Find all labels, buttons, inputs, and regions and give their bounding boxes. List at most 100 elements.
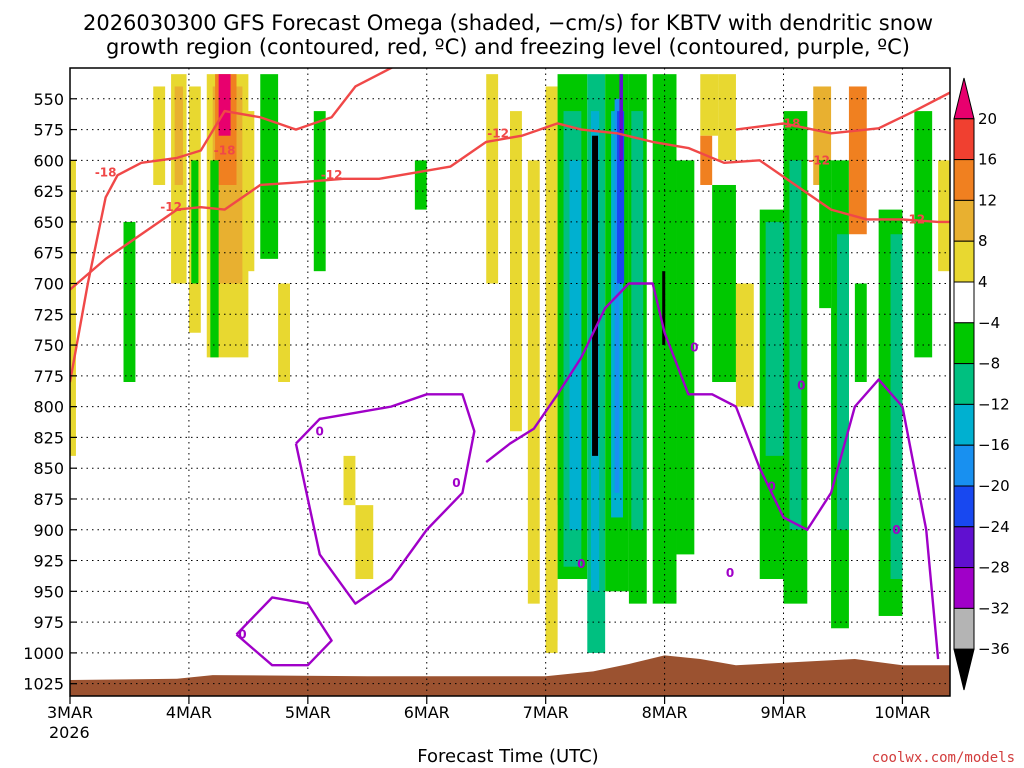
colorbar-label: −32 [978,599,1010,617]
omega-shade-cell [837,234,849,530]
omega-shade-cell [712,184,736,382]
omega-shade-cell [592,135,599,456]
y-tick-label: 550 [33,90,64,109]
y-tick-label: 1000 [23,644,64,663]
omega-shade-cell [700,135,713,185]
y-tick-label: 650 [33,213,64,232]
colorbar-label: −28 [978,559,1010,577]
colorbar-label: −24 [978,518,1010,536]
omega-shade-cell [260,74,279,259]
omega-shade-cell [819,160,832,309]
y-tick-label: 1025 [23,675,64,694]
colorbar-segment [953,526,975,569]
chart-title-line-2: growth region (contoured, red, ºC) and f… [106,35,910,59]
omega-shade-cell [854,283,867,382]
y-tick-label: 950 [33,582,64,601]
contour-label: 0 [452,476,460,490]
contour-lines: -18 -12 -18 -12 -12 -18 -12 -12 0 0 0 0 0 0 0 0 0 [70,68,950,667]
contour-label: -12 [487,126,509,140]
chart-title-line-1: 2026030300 GFS Forecast Omega (shaded, −… [83,11,933,35]
omega-shade-cell [938,160,950,272]
omega-shade-cell [510,111,522,432]
grid-lines [69,68,950,696]
omega-shade-cell [662,271,666,346]
colorbar-label: 4 [978,273,988,291]
x-tick-label: 8MAR [642,703,688,722]
x-tick-label: 10MAR [874,703,930,722]
contour-label: 0 [577,557,585,571]
contour-line-2 [735,91,950,135]
colorbar-segment [953,159,975,201]
contour-label: 0 [726,566,734,580]
omega-shade-cell [486,74,499,284]
y-tick-label: 700 [33,274,64,293]
y-tick-label: 975 [33,613,64,632]
contour-label: 0 [797,379,805,393]
omega-shade-cell [313,111,326,272]
omega-shade-cell [545,505,558,653]
omega-shade-cell [735,283,754,407]
omega-shade-cell [414,160,427,210]
x-tick-label: 6MAR [404,703,450,722]
omega-shade-cell [569,160,582,530]
colorbar: 20 16 12 8 4 −4 −8 −12 −16 −20 −24 −28 −32 −36 [953,77,1010,691]
y-tick-label: 625 [33,182,64,201]
y-tick-label: 775 [33,367,64,386]
contour-label: -18 [95,166,117,180]
y-tick-label: 750 [33,336,64,355]
contour-label: -12 [321,168,343,182]
contour-label: -12 [160,200,182,214]
omega-shade-cell [278,283,290,382]
y-axis: 550 575 600 625 650 675 700 725 750 775 800 825 850 8… [23,90,77,694]
y-tick-label: 825 [33,428,64,447]
colorbar-label: −20 [978,477,1010,495]
omega-shade-cell [718,74,736,161]
colorbar-label: −36 [978,640,1010,658]
x-axis: 3MAR 4MAR 5MAR 6MAR 7MAR 8MAR 9MAR 10MAR [47,696,931,722]
omega-shade-cell [765,221,784,456]
omega-shade-cell [210,160,219,358]
x-axis-year: 2026 [49,723,90,742]
contour-label: 0 [892,523,900,537]
omega-shade-cell [218,74,231,136]
colorbar-segment [953,607,975,650]
colorbar-label: 12 [978,191,997,209]
colorbar-segment [953,322,975,365]
omega-shade-cell [153,86,166,185]
omega-shade-cell [617,111,625,284]
colorbar-label: −16 [978,436,1010,454]
credit-text: coolwx.com/models [872,750,1015,766]
colorbar-label: 16 [978,151,997,169]
y-tick-label: 725 [33,305,64,324]
omega-shade-cell [123,221,136,382]
colorbar-top-arrow [953,77,975,120]
x-tick-label: 5MAR [285,703,331,722]
contour-line-3 [485,282,940,660]
omega-shade-cell [914,111,933,358]
terrain-fill [70,655,950,696]
colorbar-label: −12 [978,395,1010,413]
colorbar-segment [953,199,975,242]
contour-line-5 [235,596,333,667]
terrain-ground [70,655,950,696]
y-tick-label: 800 [33,398,64,417]
omega-shade-cell [619,74,623,161]
omega-shade-cell [545,86,558,641]
omega-shade-cell [70,160,76,456]
omega-shade-cell [631,111,644,530]
x-tick-label: 9MAR [760,703,806,722]
x-tick-label: 4MAR [166,703,212,722]
contour-line-4 [294,393,476,605]
colorbar-bottom-arrow [953,648,975,691]
contour-label: -12 [808,153,830,167]
y-tick-label: 875 [33,490,64,509]
contour-label: 0 [767,480,775,494]
x-tick-label: 7MAR [523,703,569,722]
contour-label: 0 [316,424,324,438]
contour-label: -18 [779,116,801,130]
colorbar-segment [953,567,975,609]
omega-shade-cell [789,160,802,530]
contour-label: -12 [903,212,925,226]
colorbar-segment [953,240,975,283]
